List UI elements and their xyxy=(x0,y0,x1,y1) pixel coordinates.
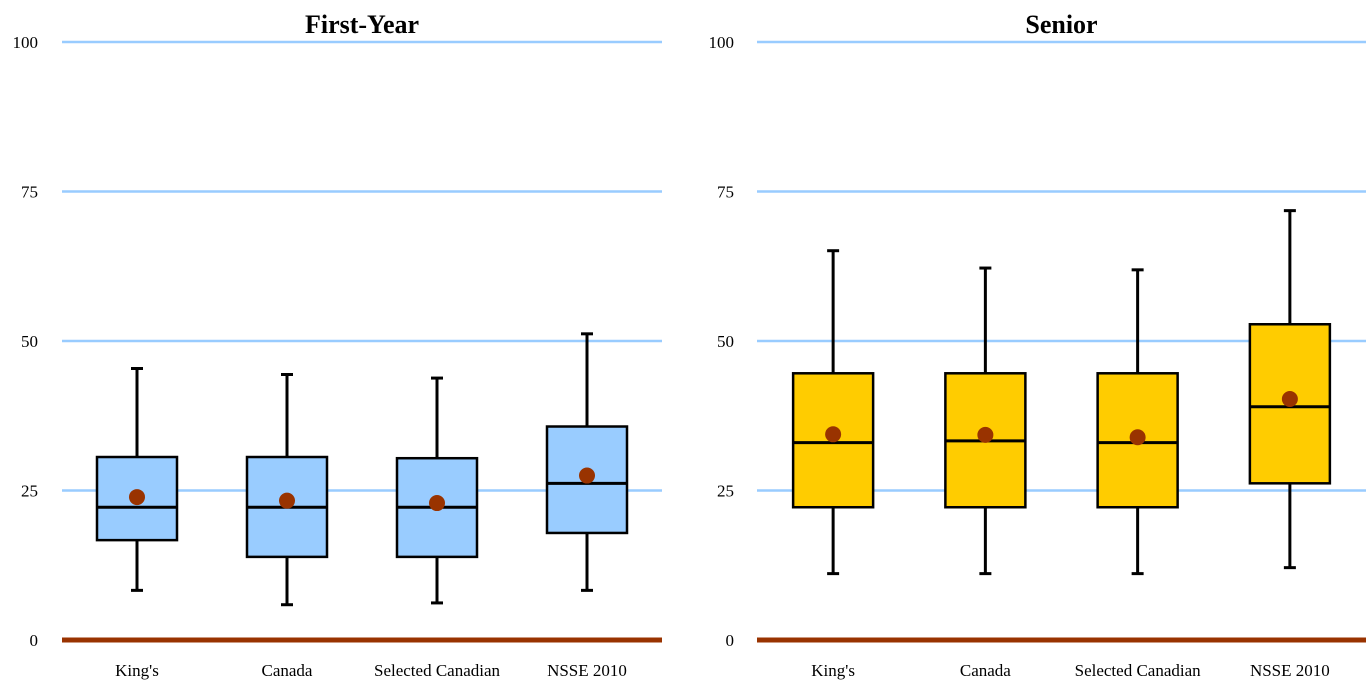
mean-marker xyxy=(129,489,145,506)
category-label: King's xyxy=(115,661,159,680)
y-tick-label: 50 xyxy=(717,332,734,351)
y-tick-label: 0 xyxy=(726,631,735,650)
category-label: NSSE 2010 xyxy=(1250,661,1330,680)
iqr-box xyxy=(545,425,629,535)
category-label: NSSE 2010 xyxy=(547,661,627,680)
mean-marker xyxy=(1129,429,1146,446)
category-label: Canada xyxy=(262,661,313,680)
y-tick-label: 25 xyxy=(21,482,38,501)
y-tick-label: 100 xyxy=(709,33,735,52)
mean-marker xyxy=(825,426,842,443)
y-tick-label: 0 xyxy=(30,631,39,650)
category-label: King's xyxy=(811,661,855,680)
mean-marker xyxy=(579,467,595,484)
panel-title: First-Year xyxy=(305,10,419,39)
y-tick-label: 50 xyxy=(21,332,38,351)
mean-marker xyxy=(1281,391,1298,408)
panel-title: Senior xyxy=(1025,10,1097,39)
mean-marker xyxy=(429,495,445,512)
y-tick-label: 25 xyxy=(717,482,734,501)
category-label: Canada xyxy=(960,661,1011,680)
y-tick-label: 75 xyxy=(717,183,734,202)
iqr-box xyxy=(95,455,179,542)
y-tick-label: 100 xyxy=(13,33,39,52)
mean-marker xyxy=(977,426,994,443)
category-label: Selected Canadian xyxy=(1075,661,1202,680)
category-label: Selected Canadian xyxy=(374,661,501,680)
mean-marker xyxy=(279,492,295,509)
y-tick-label: 75 xyxy=(21,183,38,202)
